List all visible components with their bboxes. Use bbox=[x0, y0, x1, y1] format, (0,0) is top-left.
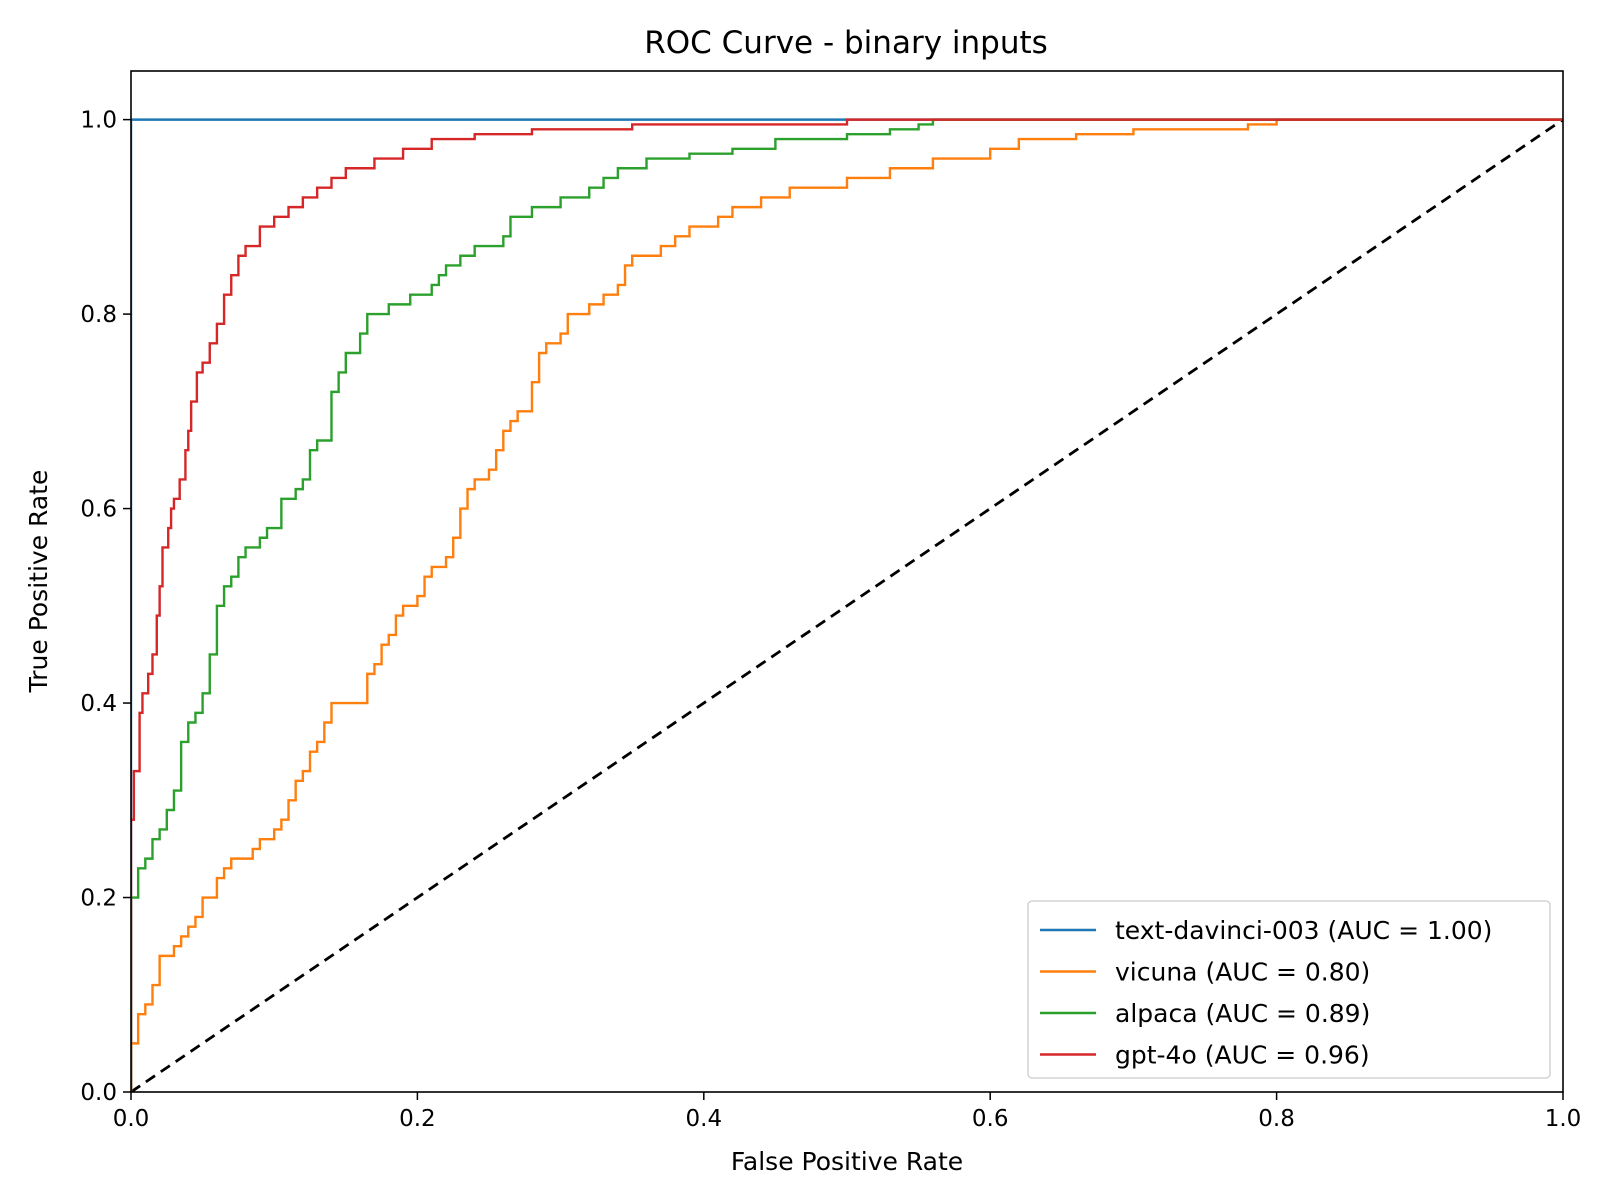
series-line-2 bbox=[131, 118, 1563, 1092]
legend-label: alpaca (AUC = 0.89) bbox=[1115, 999, 1370, 1028]
x-axis: 0.0 0.2 0.4 0.6 0.8 1.0 bbox=[113, 1092, 1582, 1132]
y-tick-label: 0.2 bbox=[80, 886, 117, 912]
x-tick-label: 0.8 bbox=[1258, 1106, 1295, 1132]
series-line-3 bbox=[131, 118, 1563, 1092]
chart-title: ROC Curve - binary inputs bbox=[644, 25, 1048, 61]
legend-box bbox=[1027, 900, 1551, 1079]
x-tick-label: 0.0 bbox=[113, 1106, 150, 1132]
y-tick-label: 0.4 bbox=[80, 691, 117, 717]
y-axis: 0.0 0.2 0.4 0.6 0.8 1.0 bbox=[80, 108, 131, 1106]
x-tick-label: 0.2 bbox=[399, 1106, 436, 1132]
y-tick-label: 0.8 bbox=[80, 302, 117, 328]
legend-label: text-davinci-003 (AUC = 1.00) bbox=[1115, 916, 1492, 945]
series-line-1 bbox=[131, 118, 1563, 1092]
chance-diagonal-line bbox=[131, 118, 1563, 1092]
y-axis-label: True Positive Rate bbox=[24, 470, 53, 694]
series-layer bbox=[131, 118, 1563, 1092]
x-tick-label: 0.4 bbox=[686, 1106, 723, 1132]
legend: text-davinci-003 (AUC = 1.00) vicuna (AUC… bbox=[1027, 900, 1551, 1079]
x-tick-label: 0.6 bbox=[972, 1106, 1009, 1132]
plot-frame bbox=[130, 70, 1564, 1093]
y-tick-label: 1.0 bbox=[80, 108, 117, 134]
y-tick-label: 0.6 bbox=[80, 497, 117, 523]
legend-label: vicuna (AUC = 0.80) bbox=[1115, 958, 1370, 987]
x-tick-label: 1.0 bbox=[1545, 1106, 1582, 1132]
plot-area bbox=[130, 70, 1564, 1093]
legend-label: gpt-4o (AUC = 0.96) bbox=[1115, 1041, 1370, 1070]
y-tick-label: 0.0 bbox=[80, 1080, 117, 1106]
x-axis-label: False Positive Rate bbox=[731, 1147, 963, 1176]
